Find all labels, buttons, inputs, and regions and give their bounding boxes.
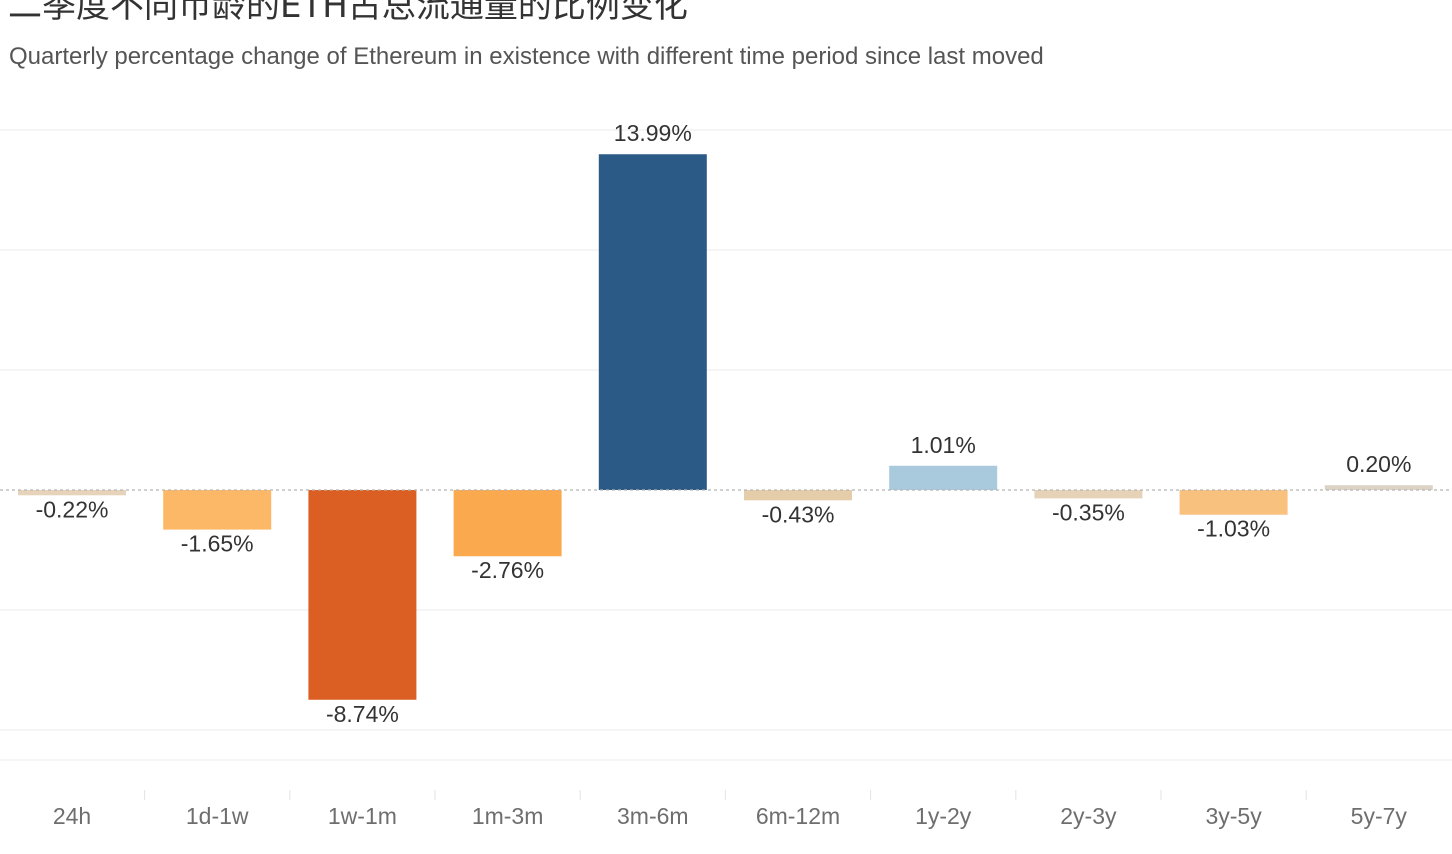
data-label: -0.22% [36, 496, 109, 522]
x-tick-label: 1y-2y [915, 803, 972, 829]
data-label: 13.99% [614, 120, 692, 146]
bars [0, 154, 1452, 700]
bar-2y-3y [1034, 490, 1143, 499]
bar-6m-12m [744, 490, 852, 501]
data-label: 1.01% [911, 432, 976, 458]
bar-3y-5y [1179, 490, 1288, 515]
data-label: -1.65% [181, 531, 254, 557]
data-label: -2.76% [471, 557, 544, 583]
x-tick-label: 24h [53, 803, 91, 829]
bar-5y-7y [1324, 485, 1433, 490]
bar-1d-1w [163, 490, 272, 530]
bar-1w-1m [308, 490, 417, 700]
bar-3m-6m [598, 154, 707, 491]
data-label: -0.43% [762, 501, 835, 527]
bar-24h [18, 490, 126, 496]
bar-1m-3m [453, 490, 562, 557]
x-tick-label: 3y-5y [1205, 803, 1262, 829]
value-labels: -0.22% -1.65% -8.74% -2.76% 13.99% -0.43% 1.01… [36, 120, 1412, 727]
chart-title: 二季度不同币龄的ETH占总流通量的比例变化 [8, 0, 688, 26]
data-label: -1.03% [1197, 516, 1270, 542]
data-label: -8.74% [326, 701, 399, 727]
x-tick-label: 2y-3y [1060, 803, 1117, 829]
data-label: 0.20% [1346, 451, 1411, 477]
x-tick-label: 6m-12m [756, 803, 840, 829]
x-tick-label: 1m-3m [472, 803, 544, 829]
x-axis: 24h 1d-1w 1w-1m 1m-3m 3m-6m 6m-12m 1y-2y 2y-3y 3… [53, 790, 1408, 829]
gridlines [0, 129, 1452, 761]
x-tick-label: 3m-6m [617, 803, 689, 829]
x-tick-label: 1d-1w [186, 803, 249, 829]
chart-subtitle: Quarterly percentage change of Ethereum … [9, 43, 1044, 70]
x-tick-label: 5y-7y [1351, 803, 1408, 829]
bar-1y-2y [889, 465, 998, 490]
data-label: -0.35% [1052, 499, 1125, 525]
x-tick-label: 1w-1m [328, 803, 397, 829]
